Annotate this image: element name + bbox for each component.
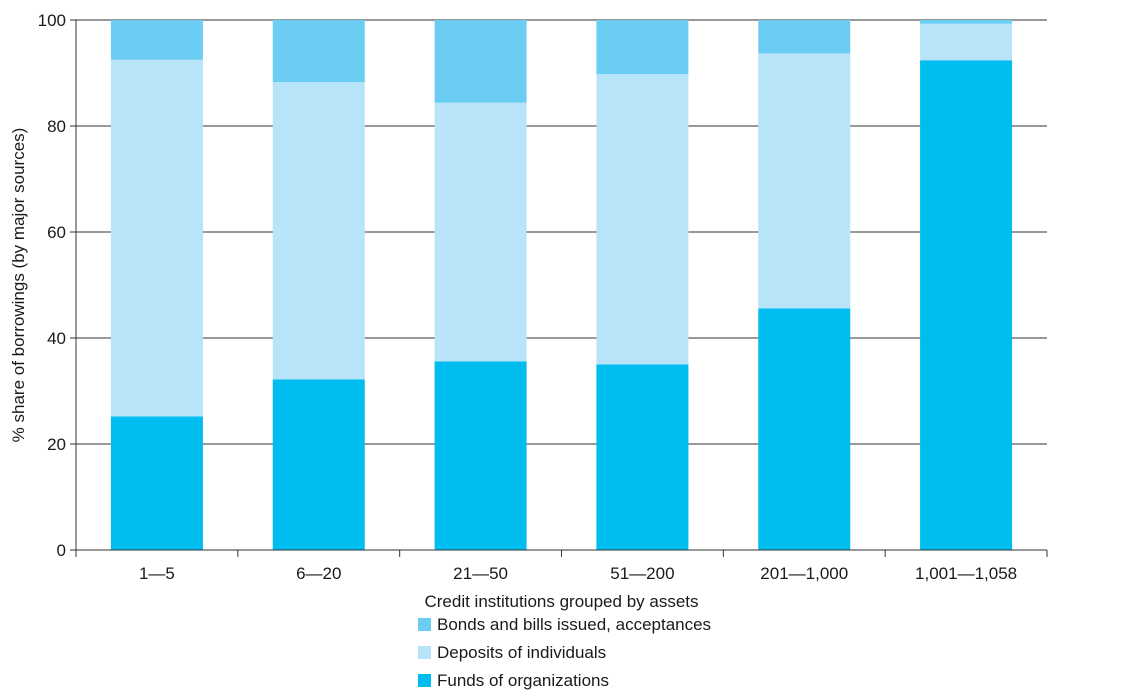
y-tick-label: 0 [57, 541, 66, 560]
bar-segment [272, 82, 365, 380]
y-tick-label: 80 [47, 117, 66, 136]
bar-segment [596, 364, 689, 550]
x-tick-label: 51—200 [610, 564, 674, 583]
bar-segment [434, 361, 527, 550]
bar-segment [272, 379, 365, 550]
legend: Bonds and bills issued, acceptances Depos… [418, 615, 711, 690]
bar-segment [596, 20, 689, 75]
bar-segment [920, 23, 1013, 61]
bar-segment [434, 20, 527, 103]
bars [110, 20, 1013, 550]
bar-segment [272, 20, 365, 83]
bar-segment [596, 74, 689, 365]
tick-labels: 0 20 40 60 80 100 1—5 6—20 21—50 51—200 201—1,000 1… [38, 11, 1018, 583]
bar-segment [758, 308, 851, 550]
legend-swatch [418, 618, 431, 631]
x-tick-label: 21—50 [453, 564, 508, 583]
x-tick-label: 1—5 [139, 564, 175, 583]
axes [70, 19, 1048, 557]
bar-segment [434, 102, 527, 362]
bar-segment [110, 416, 203, 550]
bar-segment [758, 20, 851, 54]
x-tick-label: 201—1,000 [760, 564, 848, 583]
bar-segment [110, 59, 203, 417]
bar-segment [920, 20, 1013, 24]
x-tick-label: 1,001—1,058 [915, 564, 1017, 583]
legend-label: Deposits of individuals [437, 643, 606, 662]
legend-label: Bonds and bills issued, acceptances [437, 615, 711, 634]
bar-segment [110, 20, 203, 60]
x-tick-label: 6—20 [296, 564, 341, 583]
x-axis-title: Credit institutions grouped by assets [424, 592, 698, 611]
y-axis-title: % share of borrowings (by major sources) [9, 128, 28, 443]
y-tick-label: 40 [47, 329, 66, 348]
legend-label: Funds of organizations [437, 671, 609, 690]
y-tick-label: 100 [38, 11, 66, 30]
legend-swatch [418, 674, 431, 687]
bar-segment [758, 53, 851, 309]
gridlines [76, 19, 1047, 445]
legend-swatch [418, 646, 431, 659]
y-tick-label: 20 [47, 435, 66, 454]
bar-segment [920, 60, 1013, 550]
y-tick-label: 60 [47, 223, 66, 242]
